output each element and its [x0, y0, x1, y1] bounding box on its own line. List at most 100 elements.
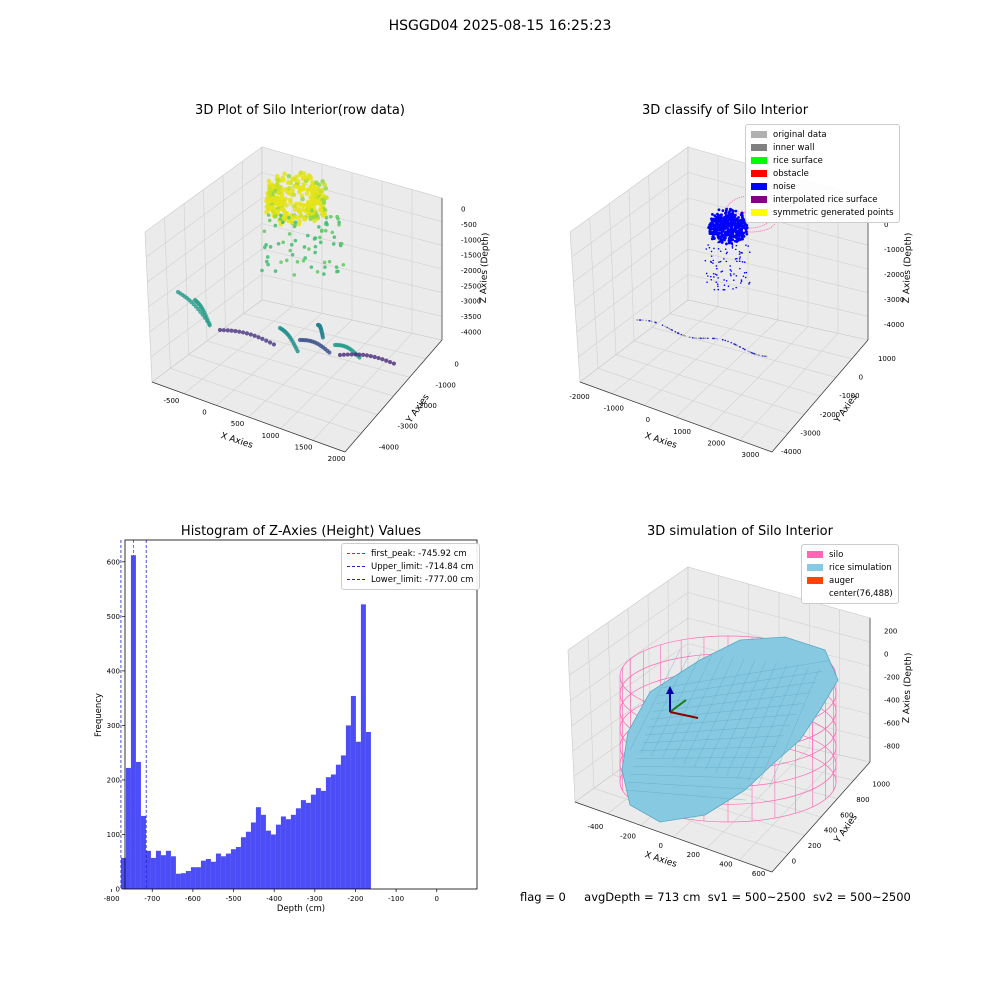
plot2-classify-3d: -2000 -1000 0 1000 2000 3000 1000 0 -1000 -2000 -3… [569, 146, 914, 459]
scatter-point [336, 269, 340, 274]
noise-point [715, 228, 719, 232]
noise-point [727, 230, 731, 234]
scatter-point [304, 202, 310, 208]
scatter-point [290, 252, 295, 257]
scatter-point [241, 330, 246, 335]
scatter-point [221, 328, 226, 333]
wall-point [742, 347, 745, 350]
scatter-point [279, 260, 283, 264]
noise-point [710, 250, 713, 253]
scatter-point [267, 340, 273, 345]
noise-point [726, 251, 728, 254]
scatter-point [380, 357, 385, 362]
rice-mesh-line [647, 714, 797, 728]
wall-point [641, 319, 644, 321]
plot1-x-tick: 2000 [328, 455, 346, 463]
noise-point [707, 275, 709, 277]
scatter-point [300, 207, 306, 212]
plot1-y-tick: -3000 [398, 423, 418, 431]
scatter-point [334, 265, 339, 269]
scatter-point [323, 186, 329, 191]
wall-point [704, 337, 706, 340]
histogram-bar [195, 867, 201, 889]
scatter-point [306, 233, 310, 238]
noise-point [710, 278, 713, 281]
noise-point [739, 267, 741, 270]
plot2-ticks: -2000 -1000 0 1000 2000 3000 1000 0 -1000 -2000 -3… [569, 221, 904, 459]
noise-point [720, 213, 723, 217]
plot3-legend-label: first_peak: -745.92 cm [371, 548, 467, 559]
noise-point [720, 233, 724, 237]
noise-point [724, 239, 726, 242]
scatter-point [303, 175, 308, 180]
histogram-bar [185, 871, 191, 889]
noise-point [734, 234, 738, 237]
wall-point [736, 344, 738, 347]
noise-point [723, 231, 727, 234]
x-axis-line [151, 381, 346, 453]
noise-point [726, 233, 730, 237]
scatter-point [364, 353, 370, 358]
scatter-point [323, 228, 328, 233]
scatter-point [290, 188, 295, 193]
scatter-point [291, 192, 297, 197]
histogram-bar [275, 824, 281, 889]
plot2-y-tick: -4000 [781, 448, 801, 456]
histogram-bar [210, 861, 216, 889]
scatter-point [317, 225, 321, 229]
scatter-point [357, 352, 362, 357]
scatter-point [268, 245, 273, 249]
grid-line [571, 172, 689, 258]
scatter-point [310, 179, 315, 185]
scatter-point [266, 213, 271, 217]
noise-point [717, 241, 719, 244]
figure-title: HSGGD04 2025-08-15 16:25:23 [388, 18, 612, 34]
wall-point [765, 355, 767, 358]
noise-point [731, 247, 734, 249]
plot4-legend-swatch [807, 551, 823, 558]
scatter-point [293, 238, 298, 243]
noise-point [724, 216, 727, 220]
scatter-point [318, 235, 322, 240]
histogram-bar [125, 767, 131, 889]
wall-point [650, 320, 653, 323]
scatter-point [313, 200, 319, 206]
noise-point [721, 270, 724, 272]
plot4-y-tick: 1000 [872, 781, 890, 789]
plot2-z-tick: -4000 [884, 321, 904, 329]
histogram-bar [235, 847, 241, 889]
plot1-title: 3D Plot of Silo Interior(row data) [195, 103, 405, 118]
noise-point [729, 268, 732, 271]
noise-point [717, 285, 719, 288]
scatter-point [275, 177, 281, 182]
scatter-point [295, 178, 301, 184]
noise-point [742, 231, 746, 235]
rice-mesh-line [683, 657, 734, 765]
scatter-point [314, 180, 319, 185]
noise-point [722, 218, 726, 222]
plot1-z-tick: -500 [461, 221, 477, 229]
histogram-bar [285, 819, 291, 889]
plot2-z-tick: 0 [884, 221, 888, 229]
scatter-point [321, 200, 327, 206]
plot3-legend: first_peak: -745.92 cm Upper_limit: -714.… [341, 543, 480, 590]
noise-point [706, 281, 708, 283]
scatter-point [302, 245, 307, 249]
plot2-title: 3D classify of Silo Interior [641, 103, 809, 118]
noise-point [730, 270, 733, 272]
histogram-bar [315, 788, 321, 889]
plot2-z-tick: -1000 [884, 246, 904, 254]
noise-point [745, 244, 747, 247]
wall-point [654, 321, 657, 324]
scatter-point [296, 189, 302, 195]
auger-x-axis [669, 711, 699, 719]
noise-point [729, 265, 731, 267]
plot2-y-tick: -1000 [839, 392, 859, 400]
scatter-point [387, 359, 393, 365]
wall-point [707, 337, 709, 340]
histogram-bar [155, 850, 161, 889]
rice-mesh-line [653, 692, 810, 712]
histogram-bar [180, 873, 186, 889]
noise-point [724, 248, 727, 251]
wall-point [666, 326, 668, 329]
